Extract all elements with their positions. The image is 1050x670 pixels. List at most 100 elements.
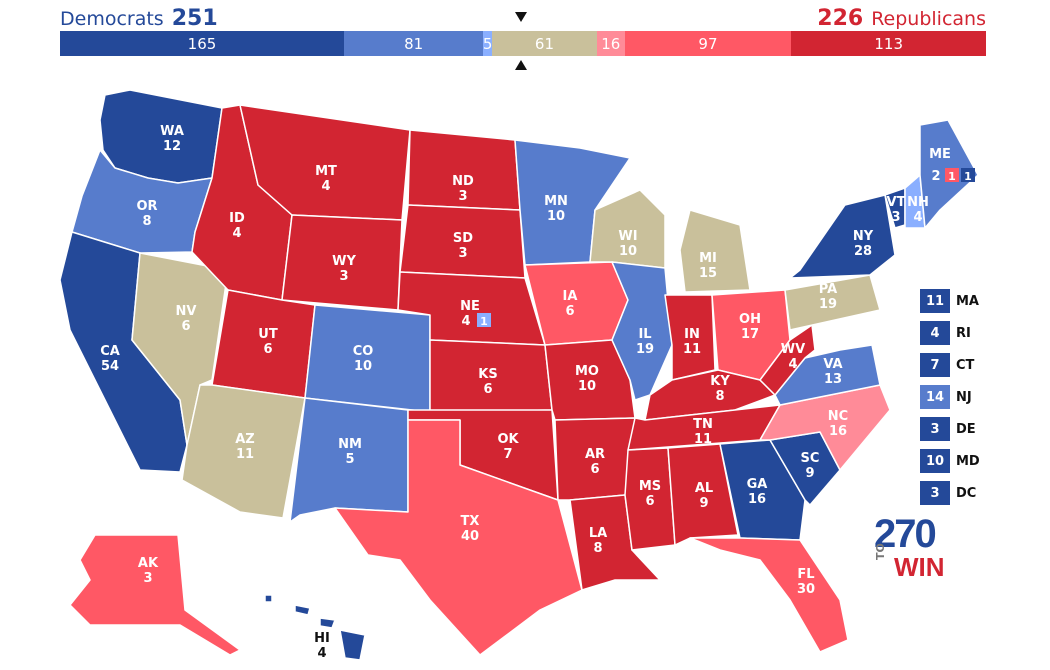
state-label-tn: TN — [693, 417, 713, 432]
state-label-or: OR — [136, 199, 157, 214]
state-label-nv: NV — [176, 304, 197, 319]
state-label-sc: SC — [801, 451, 820, 466]
small-state-ev-box[interactable]: 11 — [920, 289, 950, 313]
state-label-ms: MS — [639, 479, 661, 494]
state-ev-nm: 5 — [345, 452, 354, 467]
small-state-dc[interactable]: 3 DC — [920, 481, 976, 505]
state-ev-mo: 10 — [578, 379, 596, 394]
ne-district-ev: 1 — [480, 315, 488, 328]
270-marker-down-icon — [515, 12, 527, 22]
state-label-wy: WY — [332, 254, 356, 269]
state-az[interactable] — [181, 384, 306, 519]
state-ev-wy: 3 — [339, 269, 348, 284]
small-state-ev-box[interactable]: 14 — [920, 385, 950, 409]
small-state-de[interactable]: 3 DE — [920, 417, 976, 441]
state-ev-ny: 28 — [854, 244, 872, 259]
state-ev-wv: 4 — [788, 357, 797, 372]
small-state-nj[interactable]: 14 NJ — [920, 385, 972, 409]
state-mi[interactable] — [679, 209, 751, 293]
state-ev-hi: 4 — [317, 646, 326, 661]
state-ev-or: 8 — [142, 214, 151, 229]
state-ev-ar: 6 — [590, 462, 599, 477]
small-state-ri[interactable]: 4 RI — [920, 321, 971, 345]
state-ev-ia: 6 — [565, 304, 574, 319]
state-tx[interactable] — [334, 419, 583, 656]
state-label-nm: NM — [338, 437, 362, 452]
state-label-ar: AR — [585, 447, 605, 462]
state-label-ok: OK — [497, 432, 519, 447]
state-ev-al: 9 — [699, 496, 708, 511]
state-label-ny: NY — [853, 229, 874, 244]
state-label-oh: OH — [739, 312, 761, 327]
state-fl[interactable] — [689, 537, 849, 653]
small-state-ev-box[interactable]: 3 — [920, 481, 950, 505]
democrats-total-label: Democrats 251 — [60, 6, 218, 31]
state-label-co: CO — [353, 344, 374, 359]
republicans-total-label: 226 Republicans — [817, 6, 986, 31]
me-district-1-box[interactable] — [945, 168, 959, 182]
small-state-abbr: NJ — [956, 389, 972, 405]
state-ev-mn: 10 — [547, 209, 565, 224]
state-label-ak: AK — [138, 556, 159, 571]
summary-segment-tossup: 61 — [491, 31, 597, 56]
small-state-ev-box[interactable]: 10 — [920, 449, 950, 473]
me-district-2-ev: 1 — [964, 170, 972, 183]
state-label-ia: IA — [563, 289, 578, 304]
state-ev-ok: 7 — [503, 447, 512, 462]
state-label-mo: MO — [575, 364, 599, 379]
state-pa[interactable] — [784, 274, 881, 331]
small-state-abbr: MD — [956, 453, 980, 469]
small-state-md[interactable]: 10 MD — [920, 449, 980, 473]
small-state-ma[interactable]: 11 MA — [920, 289, 979, 313]
state-hi[interactable] — [264, 594, 366, 661]
state-ev-az: 11 — [236, 447, 254, 462]
state-ev-mi: 15 — [699, 266, 717, 281]
state-ms[interactable] — [624, 447, 676, 551]
state-label-az: AZ — [235, 432, 255, 447]
summary-segment-safe-rep: 113 — [791, 31, 986, 56]
state-ev-va: 13 — [824, 372, 842, 387]
state-ev-pa: 19 — [819, 297, 837, 312]
state-label-nc: NC — [828, 409, 848, 424]
me-district-2-box[interactable] — [961, 168, 975, 182]
small-state-abbr: MA — [956, 293, 979, 309]
state-ev-il: 19 — [636, 342, 654, 357]
small-state-ct[interactable]: 7 CT — [920, 353, 974, 377]
logo-number: 270 — [874, 512, 937, 556]
state-ev-wi: 10 — [619, 244, 637, 259]
state-ny[interactable] — [789, 194, 896, 279]
state-ev-ne: 4 — [461, 314, 470, 329]
state-label-ky: KY — [710, 374, 730, 389]
state-ev-mt: 4 — [321, 179, 330, 194]
state-label-pa: PA — [819, 282, 837, 297]
small-state-ev-box[interactable]: 4 — [920, 321, 950, 345]
small-state-ev-box[interactable]: 3 — [920, 417, 950, 441]
logo-to: TO — [874, 543, 887, 560]
democrats-ev-total: 251 — [171, 6, 218, 31]
state-label-ga: GA — [747, 477, 768, 492]
ne-district-box[interactable] — [477, 313, 491, 327]
state-al[interactable] — [667, 443, 739, 546]
state-ev-vt: 3 — [891, 210, 900, 225]
state-ak[interactable] — [69, 534, 241, 656]
state-il[interactable] — [611, 261, 673, 401]
state-ev-nc: 16 — [829, 424, 847, 439]
small-state-ev-box[interactable]: 7 — [920, 353, 950, 377]
state-ev-nd: 3 — [458, 189, 467, 204]
logo-win: WIN — [894, 552, 945, 582]
state-ev-ut: 6 — [263, 342, 272, 357]
state-ev-me: 2 — [931, 169, 940, 184]
state-ev-tn: 11 — [694, 432, 712, 447]
summary-segment-likely-dem: 81 — [343, 31, 484, 56]
small-state-abbr: DE — [956, 421, 976, 437]
state-ev-ms: 6 — [645, 494, 654, 509]
state-ev-nv: 6 — [181, 319, 190, 334]
state-wv[interactable] — [759, 324, 816, 396]
state-label-ut: UT — [258, 327, 278, 342]
summary-segment-safe-dem: 165 — [60, 31, 344, 56]
270towin-logo[interactable]: 270 TO WIN — [874, 512, 945, 582]
republicans-ev-total: 226 — [817, 6, 864, 31]
state-ev-la: 8 — [593, 541, 602, 556]
state-ev-id: 4 — [232, 226, 241, 241]
